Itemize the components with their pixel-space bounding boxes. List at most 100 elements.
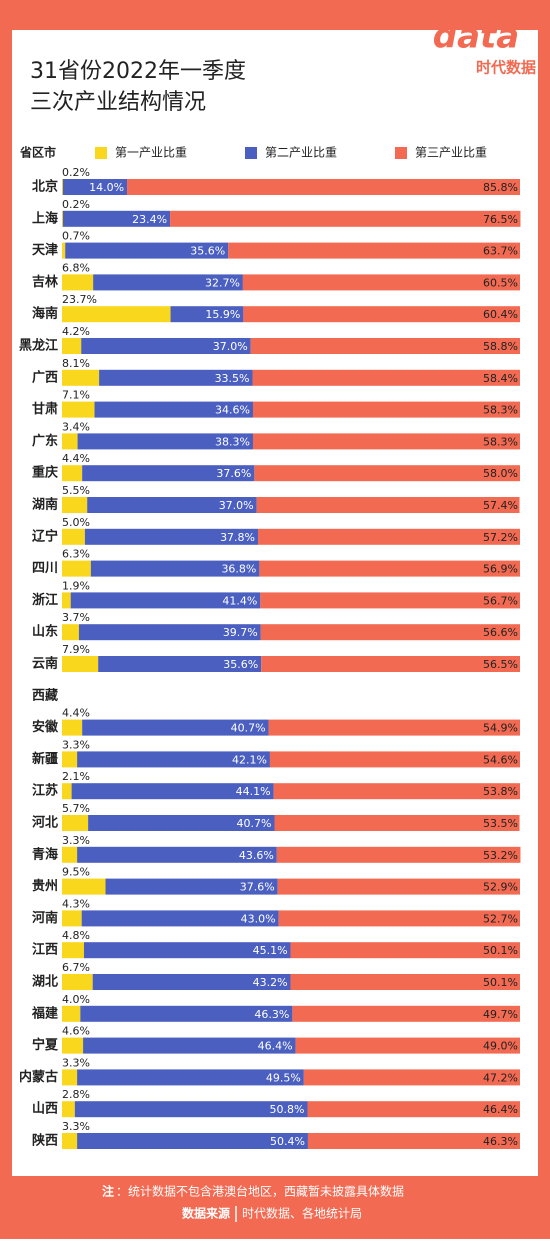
bar-segment xyxy=(277,878,520,895)
value-label: 56.7% xyxy=(483,594,518,607)
value-label: 43.6% xyxy=(239,849,274,862)
category-label: 青海 xyxy=(32,846,58,862)
value-label: 4.8% xyxy=(62,929,90,942)
category-label: 山西 xyxy=(32,1101,58,1117)
bar-segment xyxy=(84,528,259,545)
value-label: 4.3% xyxy=(62,897,90,910)
source-label: 数据来源 xyxy=(182,1206,230,1221)
note-label: 注 xyxy=(102,1184,114,1199)
bar-segment xyxy=(77,1069,304,1086)
value-label: 33.5% xyxy=(215,372,250,385)
value-label: 9.5% xyxy=(62,866,90,879)
bar-segment xyxy=(274,815,520,831)
value-label: 37.0% xyxy=(213,340,248,353)
bar-segment xyxy=(105,878,278,895)
value-label: 0.2% xyxy=(62,198,90,211)
value-label: 41.4% xyxy=(222,594,257,607)
bar-segment xyxy=(62,974,93,990)
bar-segment xyxy=(290,942,520,959)
category-label: 海南 xyxy=(32,306,58,322)
category-label: 河北 xyxy=(32,815,58,831)
category-label: 浙江 xyxy=(32,592,58,608)
bar-segment xyxy=(77,1133,308,1149)
value-label: 37.8% xyxy=(220,531,255,544)
bar-segment xyxy=(62,528,85,545)
value-label: 2.1% xyxy=(62,770,90,783)
bar-segment xyxy=(261,656,520,672)
category-label: 江西 xyxy=(32,942,58,958)
value-label: 35.6% xyxy=(190,245,225,258)
brand: 时代数据 xyxy=(476,59,536,77)
bar-segment xyxy=(62,846,78,863)
category-label: 内蒙古 xyxy=(19,1069,58,1085)
axis-label: 省区市 xyxy=(19,145,56,160)
bar-segment xyxy=(62,338,82,354)
note: ：统计数据不包含港澳台地区，西藏暂未披露具体数据 xyxy=(116,1184,404,1199)
bar-segment xyxy=(170,210,521,227)
value-label: 49.5% xyxy=(266,1071,301,1084)
legend-label: 第二产业比重 xyxy=(265,146,337,160)
bar-segment xyxy=(62,369,100,386)
bar-segment xyxy=(62,1037,84,1054)
bar-segment xyxy=(77,846,277,863)
category-label: 新疆 xyxy=(32,751,58,767)
value-label: 4.4% xyxy=(62,707,90,720)
bar-segment xyxy=(252,433,520,450)
value-label: 40.7% xyxy=(237,817,272,830)
value-label: 8.1% xyxy=(62,357,90,370)
bar-segment xyxy=(62,242,66,259)
value-label: 5.5% xyxy=(62,484,90,497)
bar-segment xyxy=(74,1101,308,1118)
bar-segment xyxy=(94,401,253,418)
value-label: 58.3% xyxy=(483,404,518,417)
value-label: 5.7% xyxy=(62,802,90,815)
bar-segment xyxy=(252,369,520,386)
category-label: 江苏 xyxy=(32,783,58,799)
bar-segment xyxy=(62,433,78,450)
value-label: 54.9% xyxy=(483,722,518,735)
logo: data xyxy=(433,17,519,57)
value-label: 37.6% xyxy=(240,881,275,894)
value-label: 45.1% xyxy=(253,944,288,957)
bar-segment xyxy=(127,179,520,195)
value-label: 58.4% xyxy=(483,372,518,385)
value-label: 6.3% xyxy=(62,548,90,561)
bar-segment xyxy=(62,179,63,195)
legend-label: 第一产业比重 xyxy=(115,146,187,160)
category-label: 湖北 xyxy=(32,975,58,990)
bar-segment xyxy=(77,433,253,450)
value-label: 1.9% xyxy=(62,579,90,592)
category-label: 广西 xyxy=(32,369,58,385)
bar-segment xyxy=(62,942,84,959)
bar-segment xyxy=(98,656,262,672)
bar-segment xyxy=(62,624,79,641)
value-label: 54.6% xyxy=(483,753,518,766)
value-label: 76.5% xyxy=(483,213,518,226)
value-label: 3.3% xyxy=(62,738,90,751)
value-label: 53.2% xyxy=(483,849,518,862)
bar-segment xyxy=(80,1005,293,1022)
value-label: 7.9% xyxy=(62,643,90,656)
category-label: 西藏 xyxy=(32,687,58,703)
value-label: 57.4% xyxy=(483,499,518,512)
bar-segment xyxy=(278,910,520,927)
value-label: 34.6% xyxy=(215,404,250,417)
value-label: 43.0% xyxy=(241,912,276,925)
bar-segment xyxy=(307,1101,520,1118)
source: 时代数据、各地统计局 xyxy=(242,1206,362,1221)
value-label: 50.1% xyxy=(483,976,518,989)
value-label: 4.6% xyxy=(62,1025,90,1038)
value-label: 37.0% xyxy=(219,499,254,512)
value-label: 3.3% xyxy=(62,1120,90,1133)
bar-segment xyxy=(295,1037,520,1054)
value-label: 57.2% xyxy=(483,531,518,544)
value-label: 23.7% xyxy=(62,293,97,306)
value-label: 46.3% xyxy=(483,1135,518,1148)
value-label: 4.0% xyxy=(62,993,90,1006)
category-label: 重庆 xyxy=(32,465,58,481)
value-label: 50.8% xyxy=(270,1103,305,1116)
value-label: 6.7% xyxy=(62,961,90,974)
category-label: 福建 xyxy=(31,1005,58,1021)
value-label: 3.3% xyxy=(62,1056,90,1069)
